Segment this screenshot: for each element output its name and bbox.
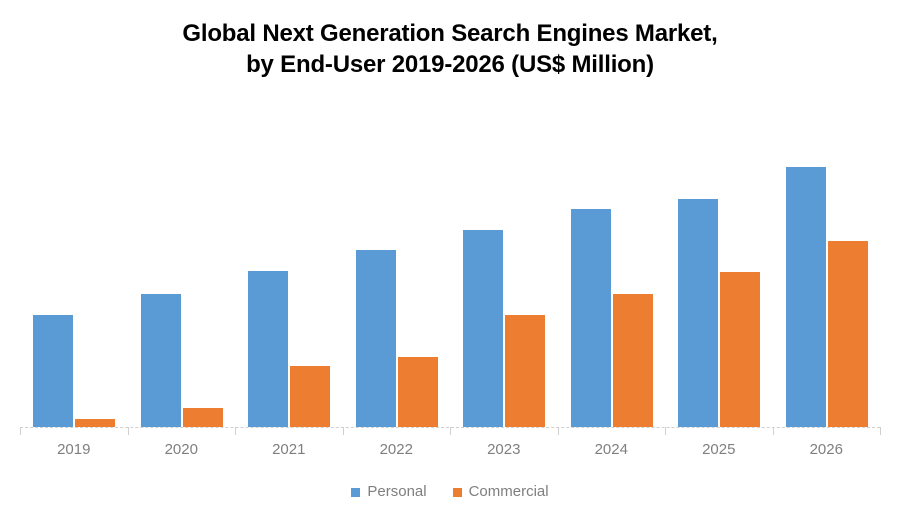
bar-commercial-2026[interactable] [827,241,868,427]
bar-personal-2025[interactable] [678,199,718,427]
bar-commercial-2020[interactable] [182,408,223,427]
bar-commercial-2019[interactable] [75,419,115,427]
bar-personal-2022[interactable] [355,250,396,427]
bar-group-2021 [235,100,343,427]
chart-legend: Personal Commercial [0,483,900,501]
x-axis-label-2025: 2025 [702,441,736,458]
bar-group-2019 [20,100,128,427]
chart-title-line-2: by End-User 2019-2026 (US$ Million) [246,51,654,78]
legend-item-personal[interactable]: Personal [351,483,427,501]
axis-tick-2024 [557,427,559,435]
axis-tick-2020 [127,427,129,435]
x-axis-category-labels: 2019 2020 2021 2022 2023 2024 2025 2026 [20,440,880,462]
legend-label-commercial: Commercial [468,483,549,500]
chart-title: Global Next Generation Search Engines Ma… [0,18,900,80]
bar-group-2024 [558,100,666,427]
plot-area [20,100,880,427]
bar-personal-2019[interactable] [33,315,73,427]
axis-tick-2026 [772,427,774,435]
x-axis-label-2021: 2021 [272,441,306,458]
bar-commercial-2023[interactable] [505,315,545,427]
x-axis-label-2020: 2020 [164,441,198,458]
bar-group-2020 [128,100,236,427]
x-axis-label-2022: 2022 [379,441,413,458]
bar-commercial-2022[interactable] [397,357,438,427]
bars-layer [20,100,880,427]
bar-group-2022 [343,100,451,427]
bar-personal-2020[interactable] [140,294,181,427]
bar-group-2023 [450,100,558,427]
legend-swatch-personal-icon [351,487,361,497]
axis-tick-2025 [665,427,666,435]
chart-title-line-1: Global Next Generation Search Engines Ma… [182,20,718,47]
axis-tick-2019 [20,427,21,435]
x-axis-label-2023: 2023 [487,441,521,458]
bar-commercial-2021[interactable] [290,366,330,427]
x-axis-label-2026: 2026 [809,441,843,458]
bar-personal-2021[interactable] [248,271,288,427]
bar-group-2025 [665,100,773,427]
legend-item-commercial[interactable]: Commercial [452,483,549,501]
bar-personal-2023[interactable] [463,230,503,427]
bar-personal-2026[interactable] [785,167,826,427]
bar-commercial-2024[interactable] [612,294,653,427]
x-axis-label-2024: 2024 [594,441,628,458]
axis-tick-2023 [450,427,451,435]
axis-tick-2021 [235,427,236,435]
axis-tick-2022 [342,427,344,435]
axis-tick-end [880,427,881,435]
x-axis-label-2019: 2019 [57,441,91,458]
legend-swatch-commercial-icon [452,487,462,497]
legend-label-personal: Personal [367,483,427,500]
bar-group-2026 [773,100,881,427]
bar-commercial-2025[interactable] [720,272,760,427]
bar-personal-2024[interactable] [570,209,611,427]
